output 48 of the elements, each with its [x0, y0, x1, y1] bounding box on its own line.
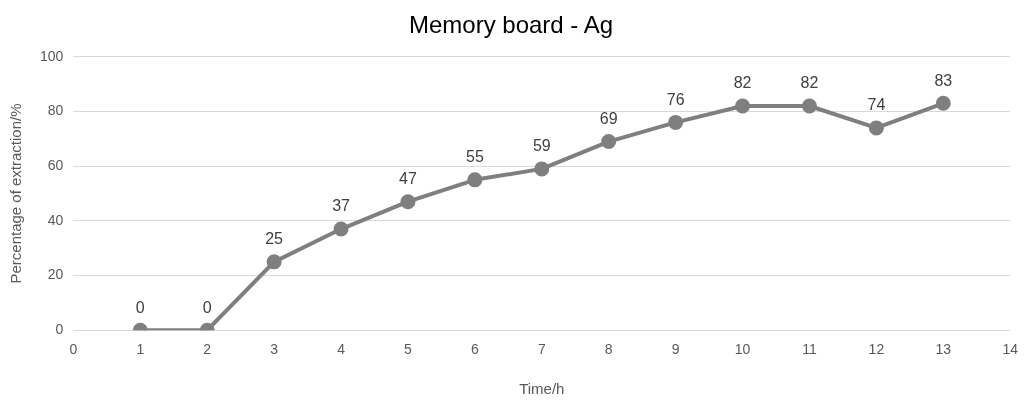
y-tick-label: 0 [55, 321, 64, 338]
point [868, 120, 884, 136]
point [333, 221, 349, 237]
point [935, 95, 951, 111]
point [400, 194, 416, 210]
data-label: 0 [202, 298, 212, 316]
point [801, 98, 817, 114]
point [668, 114, 684, 130]
y-tick-label: 100 [40, 47, 64, 64]
x-tick-label: 13 [935, 341, 952, 358]
y-tick-label: 20 [47, 266, 64, 283]
point [266, 254, 282, 270]
x-tick-label: 0 [69, 341, 78, 358]
x-tick-label: 1 [136, 341, 145, 358]
x-tick-label: 2 [203, 341, 212, 358]
data-label: 25 [265, 230, 284, 248]
data-label: 0 [135, 298, 145, 316]
x-tick-label: 3 [270, 341, 279, 358]
x-tick-label: 6 [470, 341, 479, 358]
x-tick-label: 10 [734, 341, 751, 358]
x-tick-label: 8 [604, 341, 613, 358]
x-tick-label: 4 [337, 341, 346, 358]
y-tick-label: 40 [47, 211, 64, 228]
x-tick-label: 12 [868, 341, 885, 358]
x-axis-title: Time/h [519, 380, 565, 398]
x-tick-label: 5 [404, 341, 413, 358]
x-tick-label: 9 [671, 341, 680, 358]
point [534, 161, 550, 177]
x-tick-label: 11 [802, 341, 817, 358]
y-tick-label: 80 [47, 102, 64, 119]
data-label: 83 [934, 71, 953, 89]
data-label: 37 [332, 197, 351, 215]
y-axis-title: Percentage of extraction/% [7, 103, 25, 284]
point [467, 172, 483, 188]
data-label: 55 [465, 148, 484, 166]
point [735, 98, 751, 114]
chart-title: Memory board - Ag [408, 11, 614, 39]
data-label: 82 [733, 74, 752, 92]
y-tick-label: 60 [47, 157, 64, 174]
data-label: 69 [599, 109, 618, 127]
data-label: 59 [532, 137, 551, 155]
x-tick-label: 14 [1002, 341, 1019, 358]
data-label: 82 [800, 74, 819, 92]
point [601, 134, 617, 150]
data-label: 74 [867, 96, 886, 114]
x-tick-label: 7 [537, 341, 546, 358]
data-label: 76 [666, 90, 685, 108]
data-label: 47 [399, 170, 417, 188]
